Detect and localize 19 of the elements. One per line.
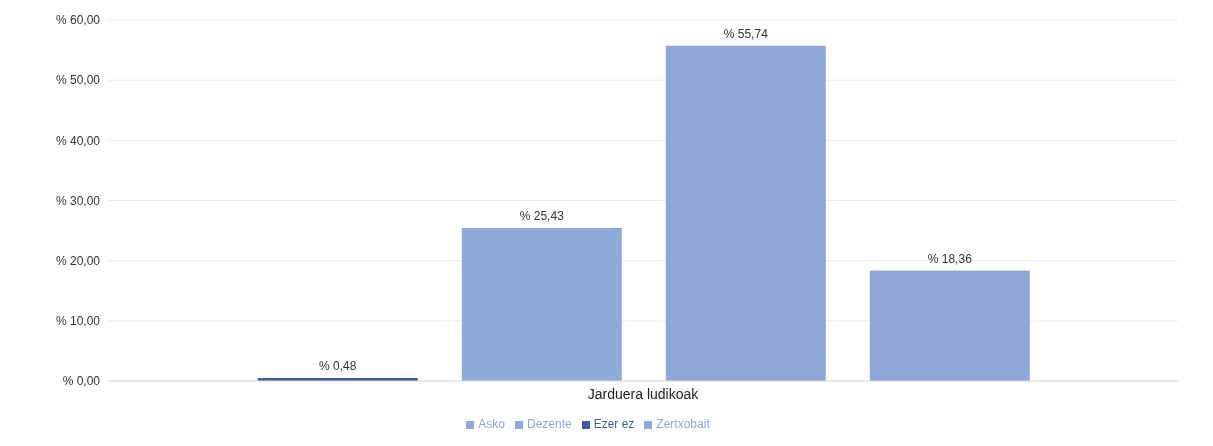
data-label: % 25,43 [519, 209, 565, 223]
y-tick-label: % 30,00 [55, 193, 101, 208]
legend-label: Ezer ez [593, 417, 635, 431]
data-label: % 0,48 [319, 359, 357, 374]
data-label: % 18,36 [927, 251, 973, 266]
bar [869, 270, 1030, 381]
y-tick-label: % 20,00 [55, 253, 101, 268]
y-tick-label: % 0,00 [62, 374, 101, 389]
y-tick-label: % 50,00 [55, 73, 101, 88]
bar [461, 228, 622, 381]
legend-label: Dezente [526, 417, 572, 431]
data-label: % 55,74 [723, 26, 769, 41]
bar [665, 45, 826, 381]
x-tick-label: Jarduera ludikoak [587, 385, 700, 402]
y-tick-label: % 10,00 [55, 314, 101, 329]
legend-label: Asko [478, 417, 505, 431]
y-tick-label: % 40,00 [55, 133, 101, 148]
y-tick-label: % 60,00 [55, 13, 101, 28]
legend-label: Zertxobait [656, 417, 710, 431]
